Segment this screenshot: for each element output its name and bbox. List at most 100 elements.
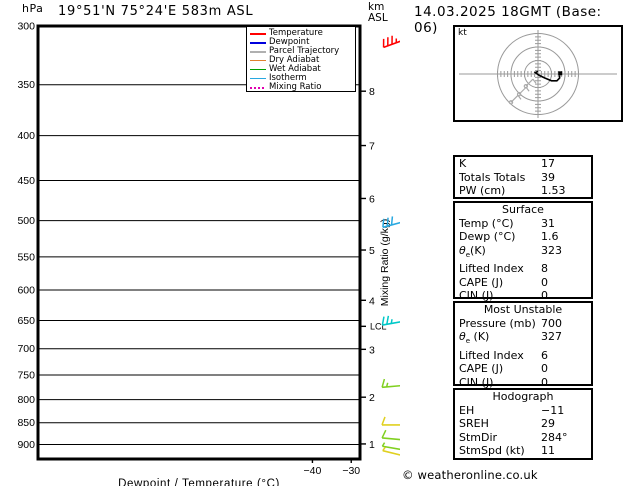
legend-label-dewpoint: Dewpoint [269,37,310,47]
skewt-chart-area: hPa 19°51'N 75°24'E 583m ASL km ASL 1 2 3 4… [17,2,400,486]
mu-key: CIN (J) [459,375,494,389]
svg-text:3: 3 [369,344,375,356]
surface-key: CAPE (J) [459,275,504,289]
index-value: 17 [541,157,555,170]
legend-swatch-temperature [250,32,266,35]
hodo-stat-row: StmDir 284° [455,431,591,445]
hodo-stat-value: −11 [541,403,565,417]
mu-key: θe (K) [459,330,490,346]
svg-text:400: 400 [17,130,35,142]
mu-key: CAPE (J) [459,362,504,376]
most-unstable-panel: Most Unstable Pressure (mb) 700 θe (K) 3… [453,301,593,389]
legend-item: Isotherm [250,74,352,83]
index-row: Totals Totals 39 [455,171,591,185]
hodograph-panel: kt [453,25,623,122]
hodo-stat-key: StmSpd (kt) [459,444,525,457]
legend-item: Dewpoint [250,38,352,47]
legend-label-wet-adiabat: Wet Adiabat [269,64,321,74]
svg-text:5: 5 [369,245,375,257]
legend-label-mixing-ratio: Mixing Ratio [269,82,322,92]
mu-value: 327 [541,330,562,343]
surface-key: Lifted Index [459,262,524,276]
hodo-stat-value: 11 [541,444,555,457]
index-key: K [459,157,467,170]
mu-value: 700 [541,316,562,330]
index-value: 39 [541,170,555,184]
surface-value: 323 [541,243,562,257]
legend-label-temperature: Temperature [269,28,323,38]
surface-value: 0 [541,275,548,289]
datetime-title: 14.03.2025 18GMT (Base: 06) [414,4,602,36]
surface-key: Temp (°C) [459,216,514,230]
mu-row: Lifted Index 6 [455,349,591,363]
station-title: 19°51'N 75°24'E 583m ASL [58,4,254,19]
svg-text:2: 2 [369,392,375,404]
legend-item: Mixing Ratio [250,83,352,92]
info-panel-column: 14.03.2025 18GMT (Base: 06) kt K 17 Tota… [400,0,629,486]
copyright-text: © weatheronline.co.uk [402,468,538,482]
surface-value: 31 [541,216,555,230]
svg-text:900: 900 [17,439,35,451]
legend-item: Parcel Trajectory [250,47,352,56]
mu-key: Lifted Index [459,348,524,362]
hodo-stats-title: Hodograph [492,390,554,403]
surface-row: θe(K) 323 [455,244,591,263]
hodo-stat-key: SREH [459,417,489,430]
svg-text:7: 7 [369,141,375,153]
svg-text:650: 650 [17,315,35,327]
legend-item: Dry Adiabat [250,56,352,65]
svg-text:800: 800 [17,394,35,406]
svg-text:500: 500 [17,215,35,227]
legend-swatch-parcel [250,50,266,53]
svg-text:−30: −30 [342,465,360,477]
legend-swatch-wet-adiabat [250,68,266,71]
svg-text:450: 450 [17,175,35,187]
svg-text:Dewpoint / Temperature (°C): Dewpoint / Temperature (°C) [118,478,280,486]
mu-row: CIN (J) 0 [455,376,591,390]
hodo-stat-row: EH −11 [455,404,591,418]
svg-text:LCL: LCL [370,321,387,331]
hodo-stat-row: SREH 29 [455,417,591,431]
mu-key: Pressure (mb) [459,316,536,330]
hodograph-stats-panel: Hodograph EH −11 SREH 29 StmDir 284° Stm… [453,388,593,460]
surface-key: θe(K) [459,243,486,259]
legend-item: Temperature [250,29,352,38]
legend-swatch-dry-adiabat [250,59,266,62]
svg-text:−40: −40 [304,465,322,477]
svg-text:750: 750 [17,370,35,382]
hodograph-plot [459,30,617,118]
surface-parcel-panel: Surface Temp (°C) 31 Dewp (°C) 1.6 θe(K)… [453,201,593,302]
index-key: Totals Totals [459,170,526,184]
hodo-stat-value: 29 [541,417,555,430]
index-row: K 17 [455,157,591,171]
svg-text:8: 8 [369,86,375,98]
legend-label-dry-adiabat: Dry Adiabat [269,55,320,65]
svg-text:1: 1 [369,439,375,451]
surface-key: Dewp (°C) [459,230,516,243]
mu-title: Most Unstable [483,303,563,316]
pressure-axis-unit: hPa [22,2,44,15]
skewt-plot: 1 2 3 4 300 350 400 450 500 550 600 650 700 750 800 850… [17,21,400,486]
surface-row: Dewp (°C) 1.6 [455,230,591,244]
surface-row: Lifted Index 8 [455,262,591,276]
hodo-stat-value: 284° [541,430,568,444]
surface-row: Temp (°C) 31 [455,217,591,231]
chart-legend: Temperature Dewpoint Parcel Trajectory D… [246,26,356,92]
svg-text:550: 550 [17,251,35,263]
svg-text:600: 600 [17,285,35,297]
mu-value: 6 [541,348,548,362]
legend-swatch-dewpoint [250,41,266,44]
hodo-stat-row: StmSpd (kt) 11 [455,444,591,458]
hodo-stat-key: EH [459,403,475,417]
legend-swatch-isotherm [250,77,266,80]
height-axis-unit: km ASL [368,2,388,24]
surface-key: CIN (J) [459,289,494,303]
legend-item: Wet Adiabat [250,65,352,74]
mu-row: θe (K) 327 [455,330,591,349]
surface-row: CAPE (J) 0 [455,276,591,290]
index-row: PW (cm) 1.53 [455,184,591,198]
hodo-stat-key: StmDir [459,430,498,444]
surface-value: 0 [541,289,548,303]
surface-value: 8 [541,262,548,276]
mu-row: Pressure (mb) 700 [455,317,591,331]
